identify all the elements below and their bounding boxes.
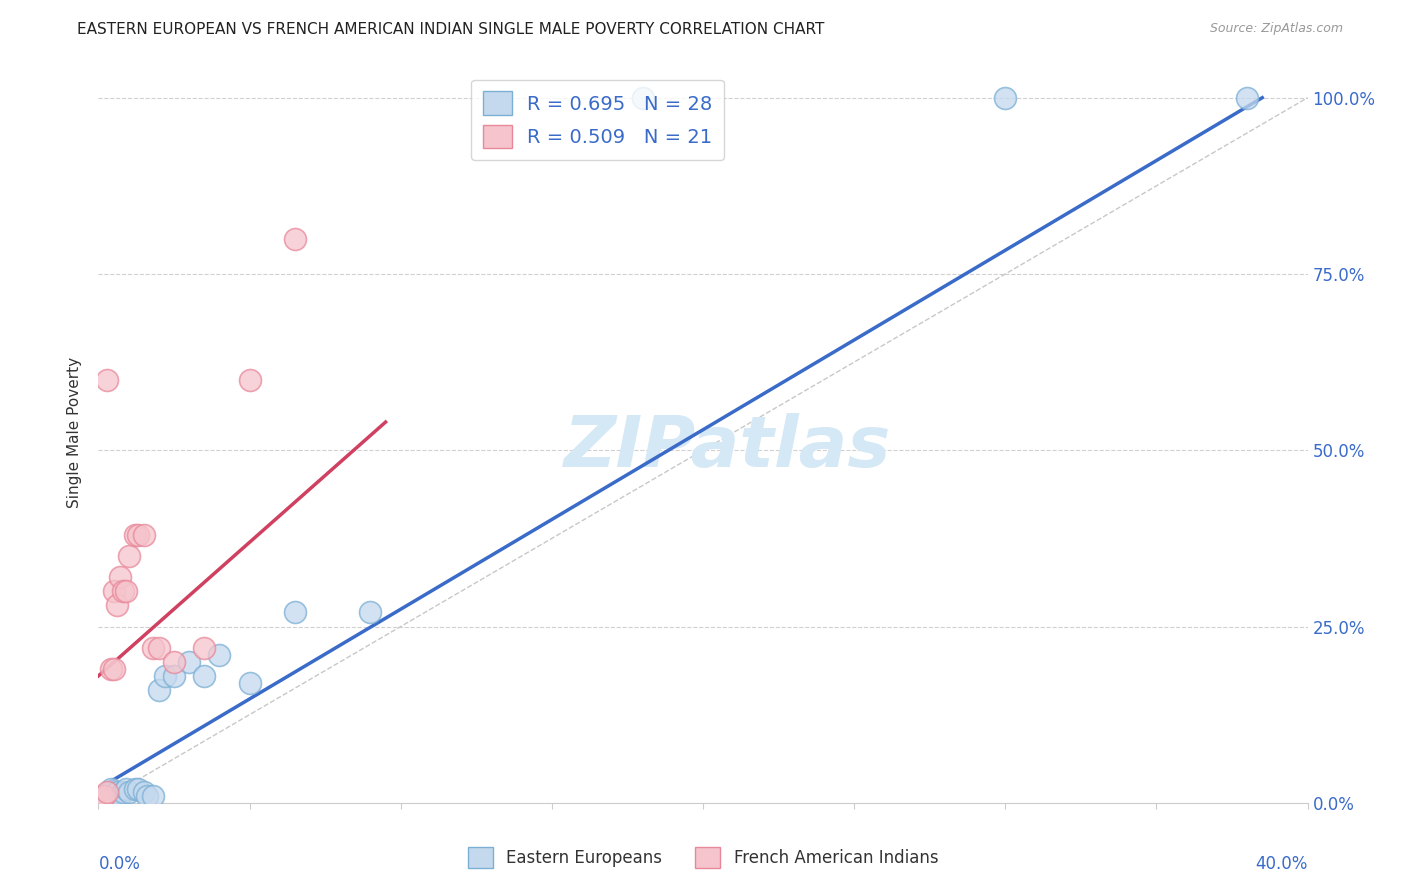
Point	[208, 648, 231, 662]
Point	[148, 683, 170, 698]
Point	[100, 781, 122, 796]
Point	[135, 789, 157, 803]
Text: Source: ZipAtlas.com: Source: ZipAtlas.com	[1209, 22, 1343, 36]
Point	[360, 606, 382, 620]
Point	[631, 91, 654, 105]
Point	[118, 785, 141, 799]
Point	[127, 528, 149, 542]
Point	[132, 785, 155, 799]
Point	[105, 599, 128, 613]
Point	[142, 789, 165, 803]
Point	[96, 373, 118, 387]
Point	[239, 676, 262, 690]
Point	[105, 785, 128, 799]
Point	[93, 789, 115, 803]
Point	[108, 789, 131, 803]
Point	[239, 373, 262, 387]
Point	[96, 785, 118, 799]
Y-axis label: Single Male Poverty: Single Male Poverty	[67, 357, 83, 508]
Point	[103, 662, 125, 676]
Text: 0.0%: 0.0%	[98, 855, 141, 872]
Point	[108, 570, 131, 584]
Point	[132, 528, 155, 542]
Point	[142, 640, 165, 655]
Point	[163, 655, 186, 669]
Point	[179, 655, 201, 669]
Point	[96, 789, 118, 803]
Point	[193, 640, 215, 655]
Point	[284, 606, 307, 620]
Point	[148, 640, 170, 655]
Point	[124, 781, 146, 796]
Point	[114, 781, 136, 796]
Point	[193, 669, 215, 683]
Point	[111, 785, 134, 799]
Point	[90, 792, 112, 806]
Point	[118, 549, 141, 563]
Point	[90, 792, 112, 806]
Text: ZIPatlas: ZIPatlas	[564, 413, 891, 482]
Point	[100, 662, 122, 676]
Point	[93, 789, 115, 803]
Point	[284, 232, 307, 246]
Point	[163, 669, 186, 683]
Legend: Eastern Europeans, French American Indians: Eastern Europeans, French American India…	[461, 841, 945, 874]
Point	[100, 785, 122, 799]
Point	[103, 789, 125, 803]
Point	[994, 91, 1017, 105]
Text: EASTERN EUROPEAN VS FRENCH AMERICAN INDIAN SINGLE MALE POVERTY CORRELATION CHART: EASTERN EUROPEAN VS FRENCH AMERICAN INDI…	[77, 22, 825, 37]
Point	[127, 781, 149, 796]
Point	[124, 528, 146, 542]
Text: 40.0%: 40.0%	[1256, 855, 1308, 872]
Point	[153, 669, 176, 683]
Point	[114, 584, 136, 599]
Point	[1236, 91, 1258, 105]
Point	[103, 584, 125, 599]
Point	[111, 584, 134, 599]
